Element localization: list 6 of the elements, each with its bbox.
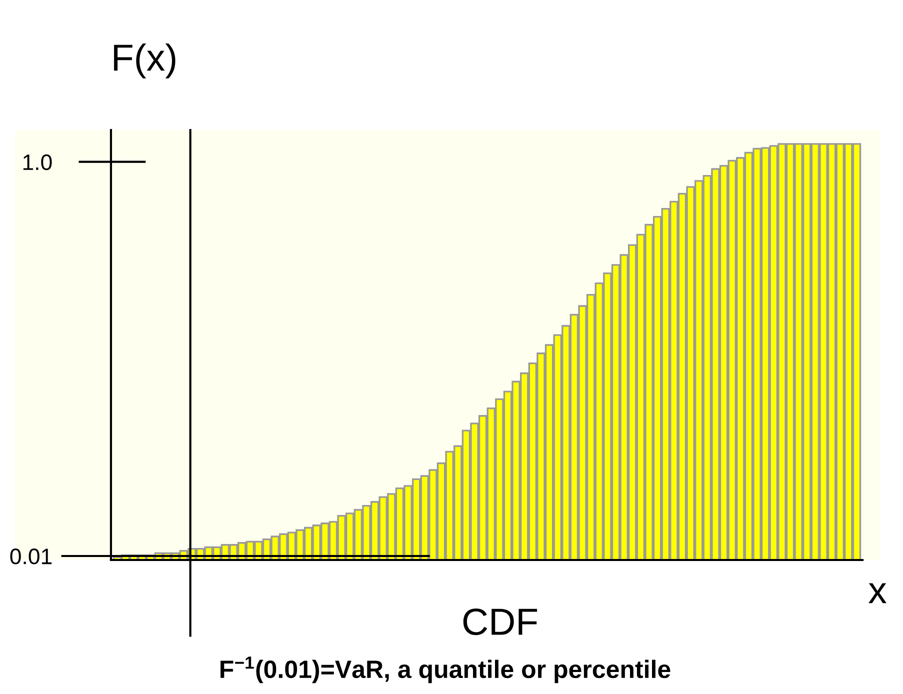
- text: F$^{−1}$(0.01)=VaR, a quantile or percentile: [220, 656, 670, 684]
- text: CDF: [463, 608, 538, 636]
- y-axis-title: F(x): [114, 43, 176, 78]
- y-tick-label: 0.01: [10, 548, 52, 564]
- x-axis-title: x: [868, 583, 886, 604]
- y-tick-label: 1.0: [23, 154, 52, 170]
